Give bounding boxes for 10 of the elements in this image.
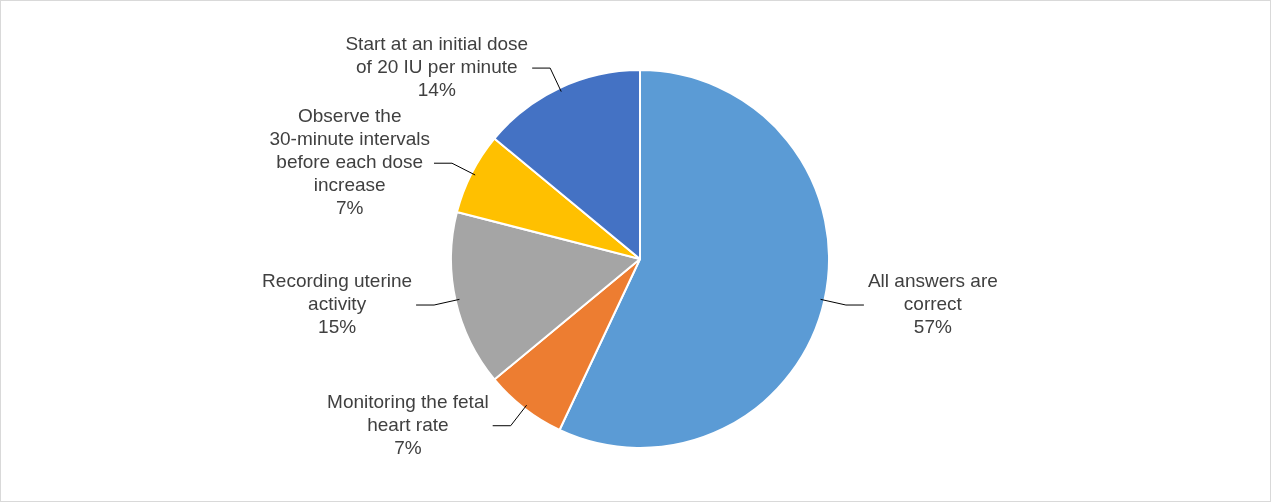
slice-label: Monitoring the fetal heart rate xyxy=(327,390,489,435)
slice-label: Start at an initial dose of 20 IU per minute xyxy=(345,33,529,78)
slice-label: Recording uterine activity xyxy=(262,270,413,315)
slice-label: Observe the 30-minute intervals before each dose increase xyxy=(269,105,430,196)
data-label: 7% xyxy=(336,197,364,219)
data-label: 7% xyxy=(394,436,422,458)
slice-label: All answers are correct xyxy=(867,270,998,315)
data-label: 57% xyxy=(913,316,952,338)
data-label: 15% xyxy=(318,316,357,338)
data-label: 14% xyxy=(417,79,456,101)
